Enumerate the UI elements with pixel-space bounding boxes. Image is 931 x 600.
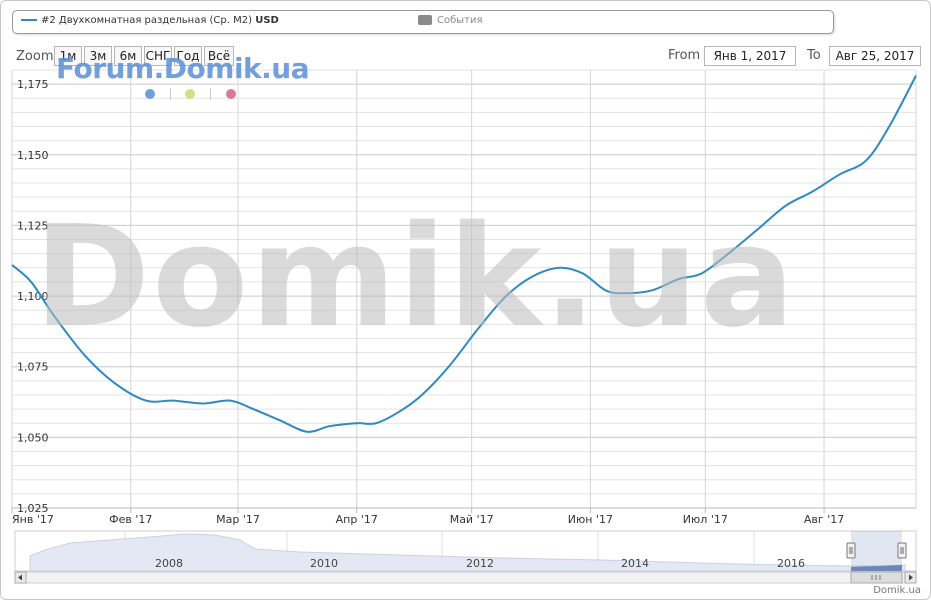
y-tick-label: 1,075: [17, 361, 49, 374]
x-tick-label: Фев '17: [109, 513, 152, 526]
x-tick-label: Янв '17: [12, 513, 54, 526]
credit-text: Domik.ua: [873, 585, 921, 596]
navigator-year-label: 2010: [310, 557, 338, 570]
navigator-year-label: 2014: [621, 557, 649, 570]
navigator-year-label: 2016: [777, 557, 805, 570]
zoom-button-ytd[interactable]: СНГ: [144, 46, 172, 66]
navigator-area: [29, 533, 906, 572]
y-tick-label: 1,175: [17, 78, 49, 91]
legend-series-unit: USD: [255, 15, 279, 26]
navigator-year-label: 2012: [466, 557, 494, 570]
legend-events-item[interactable]: События: [418, 15, 483, 26]
to-date-input[interactable]: Авг 25, 2017: [829, 46, 921, 66]
zoom-button-year[interactable]: Год: [174, 46, 202, 66]
arrow-left-icon: [18, 574, 22, 581]
navigator-left-handle[interactable]: [846, 542, 856, 559]
y-tick-label: 1,025: [17, 502, 49, 515]
legend: #2 Двухкомнатная раздельная (Ср. М2) USD…: [12, 10, 834, 34]
events-box-icon: [418, 15, 432, 25]
legend-series-item[interactable]: #2 Двухкомнатная раздельная (Ср. М2) USD: [21, 15, 279, 26]
navigator-selected-area: [851, 565, 902, 571]
zoom-label: Zoom: [16, 49, 54, 64]
y-tick-label: 1,050: [17, 431, 49, 444]
navigator-selection: [851, 531, 902, 571]
x-tick-label: Апр '17: [336, 513, 378, 526]
yellow-dot-icon: [185, 89, 195, 99]
dot-separator: [170, 88, 171, 100]
dot-separator: [210, 88, 211, 100]
pink-dot-icon: [226, 89, 236, 99]
from-label: From: [668, 48, 701, 63]
blue-dot-icon: [145, 89, 155, 99]
series-line: [11, 75, 917, 433]
to-label: To: [807, 48, 821, 63]
y-tick-label: 1,100: [17, 290, 49, 303]
legend-series-name: #2 Двухкомнатная раздельная (Ср. М2): [41, 15, 253, 26]
x-tick-label: Июн '17: [568, 513, 613, 526]
series-line-icon: [21, 19, 37, 21]
zoom-button-1m[interactable]: 1м: [54, 46, 82, 66]
y-tick-label: 1,150: [17, 149, 49, 162]
domik-watermark: Domik.ua: [34, 196, 797, 359]
x-tick-label: Мар '17: [216, 513, 260, 526]
arrow-right-icon: [909, 574, 913, 581]
navigator-right-handle[interactable]: [897, 542, 907, 559]
from-date-input[interactable]: Янв 1, 2017: [704, 46, 796, 66]
x-tick-label: Май '17: [450, 513, 494, 526]
navigator-year-label: 2008: [155, 557, 183, 570]
y-tick-label: 1,125: [17, 219, 49, 232]
x-tick-label: Авг '17: [804, 513, 844, 526]
zoom-button-6m[interactable]: 6м: [114, 46, 142, 66]
forum-watermark: Forum.Domik.ua: [56, 52, 310, 85]
legend-events-label: События: [437, 15, 483, 26]
zoom-button-all[interactable]: Всё: [204, 46, 234, 66]
zoom-button-3m[interactable]: 3м: [84, 46, 112, 66]
x-tick-label: Июл '17: [683, 513, 728, 526]
scrollbar-track[interactable]: [14, 571, 917, 584]
